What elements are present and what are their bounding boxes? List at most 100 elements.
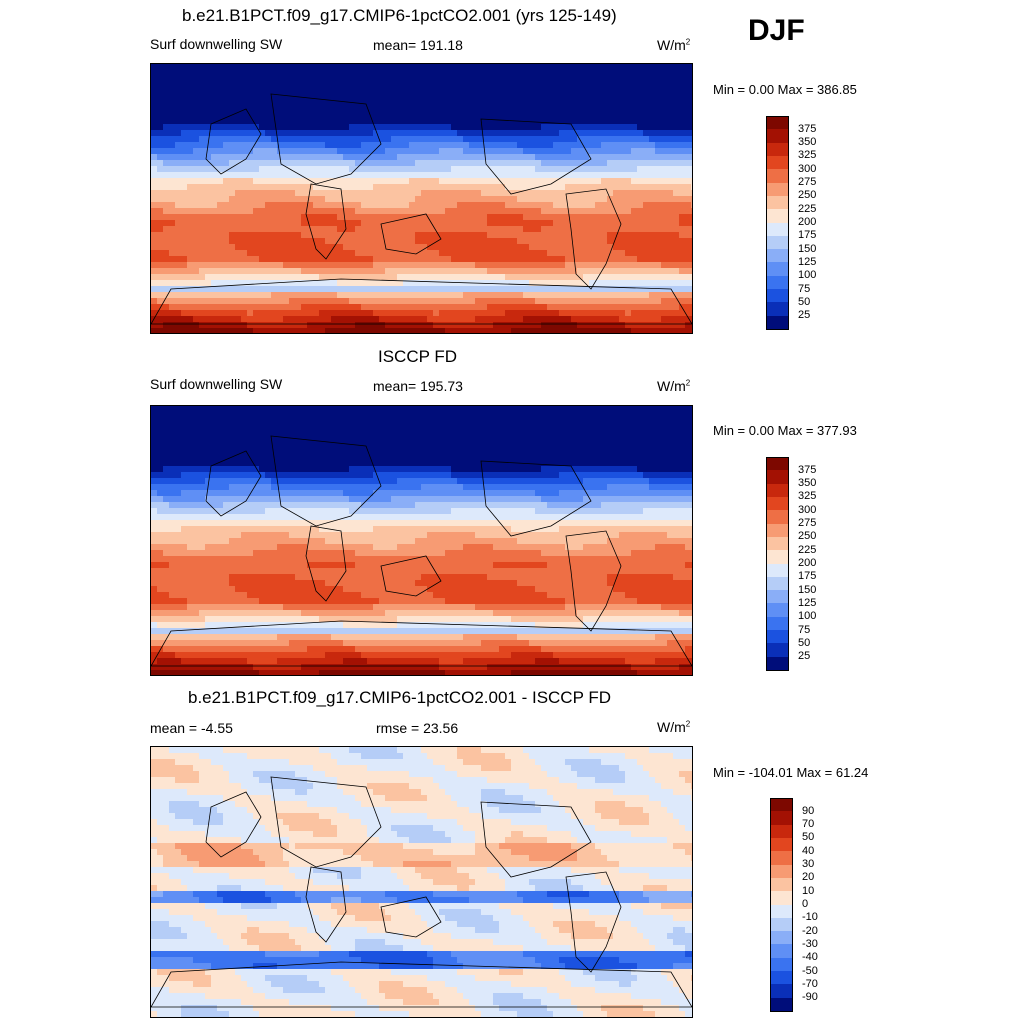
colorbar-swatch: [770, 957, 793, 972]
colorbar-swatch: [770, 837, 793, 852]
panel1-minmax: Min = 0.00 Max = 386.85: [713, 82, 857, 97]
colorbar-swatch: [766, 550, 789, 565]
colorbar-label: 90: [802, 804, 815, 817]
colorbar-label: 40: [802, 844, 815, 857]
colorbar-label: 200: [798, 557, 817, 569]
colorbar-label: 175: [798, 570, 817, 583]
colorbar-label: 175: [798, 229, 817, 242]
colorbar-swatch: [770, 811, 793, 826]
colorbar-label: -90: [802, 991, 818, 1004]
colorbar-swatch: [766, 563, 789, 578]
colorbar-label: 50: [802, 831, 815, 844]
colorbar-swatch: [766, 496, 789, 511]
colorbar-swatch: [770, 798, 793, 812]
panel3-colorbar: 90 70 50 40 30 20 10 0 -10 -20 -30 -40 -50 -70 -90: [770, 798, 850, 1012]
colorbar-label: 25: [798, 309, 811, 322]
colorbar-label: 125: [798, 255, 817, 268]
colorbar-label: 325: [798, 149, 817, 162]
colorbar-swatch: [766, 182, 789, 197]
colorbar-swatch: [770, 931, 793, 946]
colorbar-label: 150: [798, 583, 817, 596]
panel1-field: [151, 64, 692, 333]
colorbar-swatch: [766, 603, 789, 618]
colorbar-swatch: [770, 824, 793, 839]
colorbar-label: 275: [798, 517, 817, 530]
colorbar-label: -30: [802, 937, 818, 950]
colorbar-label: 350: [798, 477, 817, 490]
colorbar-label: 10: [802, 884, 815, 897]
colorbar-label: 375: [798, 122, 817, 135]
colorbar-label: 225: [798, 202, 817, 215]
colorbar-label: 75: [798, 623, 811, 636]
panel2-map: [150, 405, 693, 676]
colorbar-swatch: [766, 457, 789, 471]
panel2-units: W/m2: [657, 378, 691, 394]
colorbar-label: 250: [798, 530, 817, 543]
colorbar-swatch: [766, 289, 789, 303]
panel1-title: b.e21.B1PCT.f09_g17.CMIP6-1pctCO2.001 (y…: [182, 6, 617, 25]
colorbar-label: 50: [798, 636, 811, 649]
panel3-map: [150, 746, 693, 1018]
colorbar-swatch: [770, 904, 793, 919]
colorbar-swatch: [766, 209, 789, 224]
colorbar-swatch: [766, 590, 789, 605]
colorbar-swatch: [766, 275, 789, 290]
colorbar-label: 200: [798, 216, 817, 228]
colorbar-label: 325: [798, 490, 817, 503]
colorbar-swatch: [766, 470, 789, 485]
panel2-minmax: Min = 0.00 Max = 377.93: [713, 423, 857, 438]
colorbar-swatch: [766, 302, 789, 317]
colorbar-swatch: [766, 116, 789, 130]
panel3-units: W/m2: [657, 719, 691, 735]
colorbar-label: 100: [798, 610, 817, 623]
colorbar-label: 250: [798, 189, 817, 202]
colorbar-label: 30: [802, 858, 815, 871]
panel1-units: W/m2: [657, 37, 691, 53]
colorbar-label: 275: [798, 176, 817, 189]
colorbar-label: 125: [798, 596, 817, 609]
panel1-map: [150, 63, 693, 334]
colorbar-swatch: [766, 643, 789, 658]
colorbar-swatch: [766, 510, 789, 525]
panel1-variable: Surf downwelling SW: [150, 36, 283, 52]
colorbar-swatch: [766, 169, 789, 184]
colorbar-swatch: [766, 576, 789, 591]
colorbar-swatch: [770, 851, 793, 866]
colorbar-swatch: [770, 917, 793, 932]
colorbar-label: 25: [798, 650, 811, 663]
colorbar-swatch: [770, 864, 793, 879]
colorbar-swatch: [766, 656, 789, 671]
colorbar-label: 150: [798, 242, 817, 255]
panel1-mean: mean= 191.18: [373, 37, 463, 53]
season-label: DJF: [748, 14, 805, 47]
colorbar-label: 100: [798, 269, 817, 282]
panel3-minmax: Min = -104.01 Max = 61.24: [713, 765, 869, 780]
panel2-variable: Surf downwelling SW: [150, 376, 283, 392]
colorbar-swatch: [766, 523, 789, 538]
colorbar-swatch: [766, 249, 789, 264]
colorbar-label: 70: [802, 818, 815, 831]
colorbar-swatch: [770, 891, 793, 906]
colorbar-label: 50: [798, 295, 811, 308]
colorbar-swatch: [770, 984, 793, 999]
colorbar-label: 300: [798, 503, 817, 516]
colorbar-label: 75: [798, 282, 811, 295]
colorbar-label: -40: [802, 951, 818, 964]
colorbar-label: 0: [802, 898, 809, 910]
panel3-mean: mean = -4.55: [150, 720, 233, 736]
panel2-title: ISCCP FD: [378, 347, 458, 366]
colorbar-swatch: [770, 997, 793, 1012]
colorbar-swatch: [766, 536, 789, 551]
colorbar-swatch: [770, 944, 793, 959]
colorbar-swatch: [766, 315, 789, 330]
colorbar-swatch: [766, 235, 789, 250]
colorbar-label: -20: [802, 924, 818, 937]
panel2-colorbar: 375 350 325 300 275 250 225 200 175 150 125 100 75 50…: [766, 457, 846, 671]
colorbar-label: 350: [798, 136, 817, 149]
panel3-rmse: rmse = 23.56: [376, 720, 459, 736]
colorbar-label: 20: [802, 871, 815, 884]
panel2-mean: mean= 195.73: [373, 378, 463, 394]
colorbar-swatch: [766, 262, 789, 277]
colorbar-swatch: [766, 222, 789, 237]
colorbar-swatch: [770, 971, 793, 985]
